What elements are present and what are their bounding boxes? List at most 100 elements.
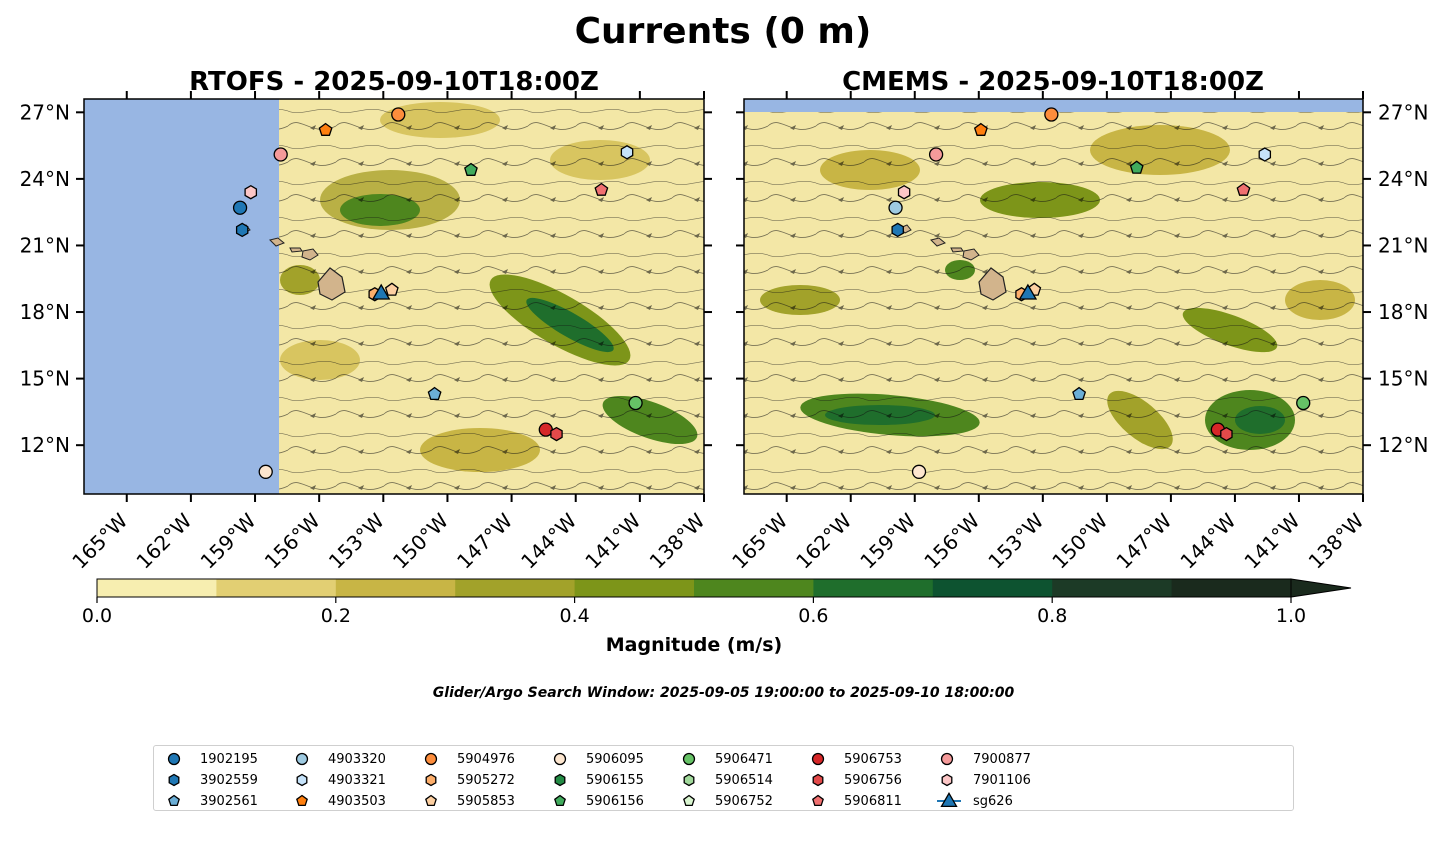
legend-marker (553, 752, 567, 766)
colorbar-bin (97, 579, 217, 597)
streamlines-cmems (744, 99, 1363, 494)
legend-marker (683, 773, 695, 787)
colorbar-tick-label: 1.0 (1276, 605, 1306, 627)
colorbar-bin (813, 579, 934, 597)
legend-marker (682, 752, 696, 766)
lon-label: 156°W (919, 508, 984, 573)
marker-5906756 (1220, 426, 1233, 442)
legend-marker (295, 752, 309, 766)
legend-label: 4903503 (328, 793, 386, 809)
lon-label: 159°W (196, 508, 261, 573)
legend-marker-icon (425, 794, 437, 807)
legend-marker-icon (424, 752, 438, 766)
lat-label-left: 18°N (20, 300, 70, 324)
island-maui (962, 248, 980, 261)
legend-marker (296, 773, 308, 787)
marker-5906471 (628, 395, 643, 411)
lat-label-left: 12°N (20, 433, 70, 457)
legend-marker-icon (554, 794, 566, 807)
legend-marker (168, 794, 180, 807)
lon-label: 153°W (983, 508, 1048, 573)
legend-item: 3902559 (164, 770, 258, 790)
lat-label-right: 18°N (1378, 300, 1428, 324)
streamlines-rtofs (279, 99, 704, 494)
legend-marker-icon (812, 794, 824, 807)
legend-label: 4903321 (328, 772, 386, 788)
lat-label-right: 12°N (1378, 433, 1428, 457)
legend-marker-icon (940, 752, 954, 766)
marker-4903503 (973, 122, 988, 136)
masked-ocean-cmems (744, 99, 1363, 112)
legend-item: 4903503 (292, 791, 386, 811)
legend-marker-icon (554, 773, 566, 787)
legend-marker (296, 794, 308, 807)
colorbar-bin (216, 579, 337, 597)
legend-marker (940, 752, 954, 766)
marker-5904976 (1044, 107, 1059, 122)
marker-sg626 (1018, 283, 1038, 300)
lon-label: 165°W (727, 508, 792, 573)
marker-5906156 (464, 162, 478, 176)
legend-marker (554, 773, 566, 787)
lat-label-right: 24°N (1378, 167, 1428, 191)
colorbar-tick-label: 0.2 (321, 605, 351, 627)
legend-label: 7900877 (973, 751, 1031, 767)
lat-label-left: 15°N (20, 367, 70, 391)
legend-item: 7901106 (937, 770, 1031, 790)
marker-7900877 (928, 147, 944, 162)
colorbar-tick-label: 0.0 (82, 605, 112, 627)
panel-title-cmems: CMEMS - 2025-09-10T18:00Z (842, 67, 1264, 97)
legend-label: 5906471 (715, 751, 773, 767)
map-frame-cmems (743, 98, 1364, 495)
legend-marker-icon (682, 752, 696, 766)
legend-marker (424, 752, 438, 766)
panel-title-rtofs: RTOFS - 2025-09-10T18:00Z (189, 67, 599, 97)
colorbar-bin (574, 579, 695, 597)
marker-5906756 (550, 426, 563, 442)
legend-marker (167, 752, 181, 766)
legend-label: 5906756 (844, 772, 902, 788)
legend-label: 5905272 (457, 772, 515, 788)
marker-7901106 (244, 184, 258, 200)
legend-label: 5906752 (715, 793, 773, 809)
lat-label-right: 15°N (1378, 367, 1428, 391)
marker-5906471 (1296, 395, 1311, 411)
marker-5905853 (384, 282, 399, 296)
lon-label: 138°W (645, 508, 710, 573)
island-oahu (930, 237, 946, 247)
marker-7900877 (273, 147, 288, 162)
lon-label: 141°W (1239, 508, 1304, 573)
legend-item: 3902561 (164, 791, 258, 811)
marker-7901106 (897, 184, 911, 200)
marker-5906811 (1236, 182, 1251, 196)
search-window-text: Glider/Argo Search Window: 2025-09-05 19… (432, 685, 1015, 701)
legend-item: 5906752 (679, 791, 773, 811)
legend-marker (425, 794, 437, 807)
colorbar-bin (455, 579, 576, 597)
colorbar-extend-arrow (1290, 578, 1352, 598)
legend-label: 3902561 (200, 793, 258, 809)
legend-label: 5906155 (586, 772, 644, 788)
legend-item: 5906756 (808, 770, 902, 790)
legend-marker-icon (295, 752, 309, 766)
legend-label: 5904976 (457, 751, 515, 767)
legend-marker-icon (167, 752, 181, 766)
legend-item: 5906155 (550, 770, 644, 790)
legend-item: 5906095 (550, 749, 644, 769)
float-markers-rtofs (232, 107, 643, 479)
lon-label: 138°W (1304, 508, 1369, 573)
island-hawaii (978, 267, 1007, 301)
legend-marker (811, 752, 825, 766)
legend-item: 5906156 (550, 791, 644, 811)
colorbar-bin (1052, 579, 1173, 597)
colorbar: 0.0 0.2 0.4 0.6 0.8 1.0 Magnitude (m/s) (82, 578, 1352, 656)
marker-3902559 (235, 222, 249, 238)
island-molokai (950, 247, 964, 253)
colorbar-ticks: 0.0 0.2 0.4 0.6 0.8 1.0 (82, 597, 1306, 627)
marker-5904976 (391, 107, 406, 122)
colorbar-bin (932, 579, 1053, 597)
marker-5906095 (911, 464, 927, 479)
lon-label: 165°W (67, 508, 132, 573)
panel-cmems: CMEMS - 2025-09-10T18:00Z 27°N24°N21° (727, 67, 1428, 574)
legend-marker-icon (168, 794, 180, 807)
